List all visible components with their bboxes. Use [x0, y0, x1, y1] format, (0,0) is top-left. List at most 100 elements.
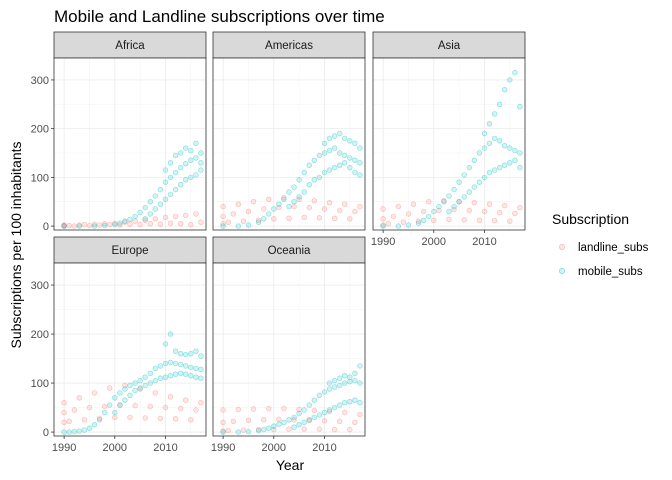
- chart-title: Mobile and Landline subscriptions over t…: [54, 7, 385, 26]
- point-landline-subs-28: [352, 208, 358, 215]
- point-mobile-subs-44: [357, 160, 363, 166]
- panel-asia: Asia 1990 2000 2010: [371, 31, 526, 248]
- point-mobile-subs-35: [342, 152, 348, 159]
- point-landline-subs-18: [301, 214, 307, 221]
- point-landline-subs-8: [410, 201, 417, 207]
- point-mobile-subs-27: [331, 384, 338, 390]
- panel-background: [54, 263, 206, 436]
- point-mobile-subs-26: [152, 365, 159, 372]
- point-mobile-subs-3: [415, 220, 422, 226]
- point-landline-subs-3: [385, 221, 391, 227]
- point-mobile-subs-2: [245, 428, 252, 435]
- point-mobile-subs-16: [127, 382, 133, 389]
- point-landline-subs-14: [122, 382, 128, 389]
- point-landline-subs-27: [347, 426, 353, 433]
- point-landline-subs-1: [61, 222, 67, 229]
- point-mobile-subs-33: [188, 157, 194, 164]
- point-mobile-subs-3: [101, 222, 108, 229]
- point-mobile-subs-34: [342, 400, 348, 406]
- point-mobile-subs-36: [342, 160, 348, 166]
- point-landline-subs-14: [281, 405, 287, 412]
- point-mobile-subs-21: [137, 385, 143, 391]
- point-landline-subs-18: [142, 217, 148, 224]
- point-mobile-subs-29: [331, 145, 338, 151]
- point-landline-subs-20: [152, 216, 159, 222]
- series-mobile-subs: [61, 140, 204, 229]
- point-landline-subs-15: [127, 221, 133, 227]
- point-mobile-subs-38: [347, 155, 353, 161]
- legend-key: [559, 268, 565, 274]
- point-mobile-subs-36: [347, 378, 353, 385]
- point-landline-subs-5: [76, 222, 83, 228]
- point-mobile-subs-21: [167, 174, 174, 181]
- point-landline-subs-1: [220, 213, 226, 220]
- x-tick-label: 2010: [312, 442, 336, 454]
- point-mobile-subs-40: [198, 167, 204, 173]
- point-landline-subs-3: [225, 219, 231, 225]
- point-landline-subs-8: [91, 390, 98, 396]
- point-landline-subs-14: [441, 198, 447, 204]
- point-mobile-subs-8: [101, 409, 108, 416]
- point-landline-subs-29: [357, 411, 363, 418]
- point-mobile-subs-32: [337, 150, 343, 156]
- panel-border: [212, 262, 366, 437]
- point-landline-subs-26: [183, 212, 189, 219]
- point-landline-subs-23: [486, 201, 493, 207]
- x-tick-label: 2010: [153, 442, 177, 454]
- point-landline-subs-9: [255, 217, 262, 224]
- point-landline-subs-12: [431, 217, 437, 224]
- point-mobile-subs-35: [188, 147, 194, 154]
- point-mobile-subs-19: [311, 157, 317, 164]
- panel-oceania: Oceania 1990 2000 2010: [211, 236, 366, 454]
- point-landline-subs-13: [276, 416, 282, 422]
- point-mobile-subs-34: [337, 130, 343, 137]
- point-mobile-subs-36: [172, 360, 179, 367]
- point-landline-subs-15: [127, 414, 133, 421]
- point-landline-subs-25: [337, 418, 343, 424]
- point-mobile-subs-7: [276, 201, 282, 207]
- facet-strip-africa: [53, 31, 207, 59]
- point-landline-subs-4: [71, 407, 78, 413]
- point-mobile-subs-12: [117, 390, 123, 396]
- point-landline-subs-17: [296, 406, 302, 413]
- point-landline-subs-8: [91, 221, 98, 227]
- point-landline-subs-24: [172, 416, 179, 422]
- point-mobile-subs-7: [127, 216, 133, 223]
- point-mobile-subs-23: [142, 382, 148, 389]
- point-mobile-subs-6: [271, 206, 277, 212]
- point-landline-subs-0: [220, 428, 226, 434]
- point-landline-subs-6: [240, 218, 247, 224]
- facet-strip-europe: [53, 236, 207, 264]
- point-landline-subs-5: [235, 201, 242, 207]
- point-mobile-subs-27: [178, 164, 184, 171]
- panel-americas: Americas: [212, 31, 366, 231]
- point-mobile-subs-31: [337, 402, 343, 408]
- point-landline-subs-7: [405, 211, 412, 217]
- point-mobile-subs-17: [466, 164, 472, 171]
- point-mobile-subs-20: [471, 184, 477, 190]
- point-landline-subs-22: [162, 404, 169, 411]
- point-mobile-subs-31: [183, 177, 189, 183]
- point-mobile-subs-24: [321, 169, 328, 176]
- point-mobile-subs-38: [507, 145, 513, 151]
- point-mobile-subs-21: [316, 412, 323, 418]
- point-mobile-subs-37: [342, 135, 348, 142]
- point-mobile-subs-27: [152, 377, 159, 384]
- point-mobile-subs-16: [157, 186, 164, 193]
- point-mobile-subs-45: [357, 172, 363, 178]
- point-landline-subs-22: [162, 214, 169, 221]
- point-landline-subs-25: [337, 207, 343, 214]
- point-landline-subs-19: [306, 417, 312, 423]
- point-landline-subs-17: [137, 386, 143, 392]
- point-mobile-subs-14: [152, 193, 159, 199]
- point-landline-subs-2: [61, 400, 67, 406]
- point-landline-subs-15: [286, 426, 292, 432]
- point-mobile-subs-9: [106, 402, 113, 408]
- point-mobile-subs-36: [502, 162, 508, 168]
- point-mobile-subs-5: [426, 213, 432, 220]
- point-landline-subs-6: [240, 427, 247, 433]
- point-landline-subs-11: [266, 196, 272, 203]
- panel-border: [372, 57, 526, 231]
